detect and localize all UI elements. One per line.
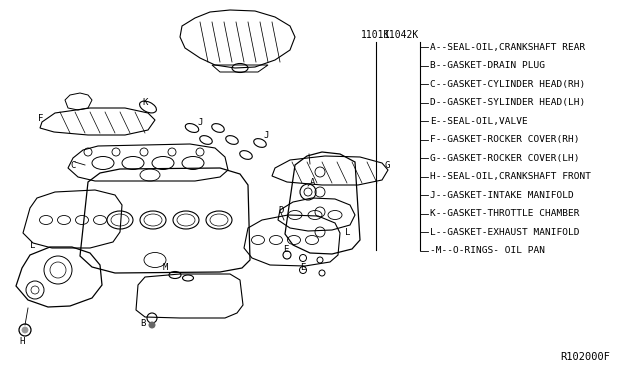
Text: C--GASKET-CYLINDER HEAD(RH): C--GASKET-CYLINDER HEAD(RH) [430,80,585,89]
Text: R102000F: R102000F [560,352,610,362]
Text: J: J [197,118,202,126]
Text: B: B [140,318,145,327]
Text: E--SEAL-OIL,VALVE: E--SEAL-OIL,VALVE [430,116,528,125]
Text: J--GASKET-INTAKE MANIFOLD: J--GASKET-INTAKE MANIFOLD [430,190,573,199]
Text: K--GASKET-THROTTLE CHAMBER: K--GASKET-THROTTLE CHAMBER [430,209,579,218]
Text: F--GASKET-ROCKER COVER(RH): F--GASKET-ROCKER COVER(RH) [430,135,579,144]
Text: E: E [300,263,305,273]
Text: 1101K: 1101K [362,30,390,40]
Text: G--GASKET-ROCKER COVER(LH): G--GASKET-ROCKER COVER(LH) [430,154,579,163]
Text: G: G [385,160,390,170]
Text: J: J [263,131,268,140]
Text: A--SEAL-OIL,CRANKSHAFT REAR: A--SEAL-OIL,CRANKSHAFT REAR [430,42,585,51]
Text: E: E [283,244,289,253]
Text: 11042K: 11042K [383,30,419,40]
Text: H--SEAL-OIL,CRANKSHAFT FRONT: H--SEAL-OIL,CRANKSHAFT FRONT [430,172,591,181]
Text: D: D [278,205,284,215]
Text: M: M [163,263,168,273]
Text: F: F [38,113,44,122]
Text: K: K [142,97,147,106]
Text: L: L [30,241,35,250]
Text: -M--O-RINGS- OIL PAN: -M--O-RINGS- OIL PAN [430,246,545,255]
Text: L: L [345,228,350,237]
Text: B--GASKET-DRAIN PLUG: B--GASKET-DRAIN PLUG [430,61,545,70]
Text: L--GASKET-EXHAUST MANIFOLD: L--GASKET-EXHAUST MANIFOLD [430,228,579,237]
Text: D--GASKET-SYLINDER HEAD(LH): D--GASKET-SYLINDER HEAD(LH) [430,98,585,107]
Circle shape [149,322,155,328]
Text: A: A [310,177,316,186]
Text: C: C [70,160,76,170]
Text: H: H [19,337,24,346]
Circle shape [22,327,28,333]
